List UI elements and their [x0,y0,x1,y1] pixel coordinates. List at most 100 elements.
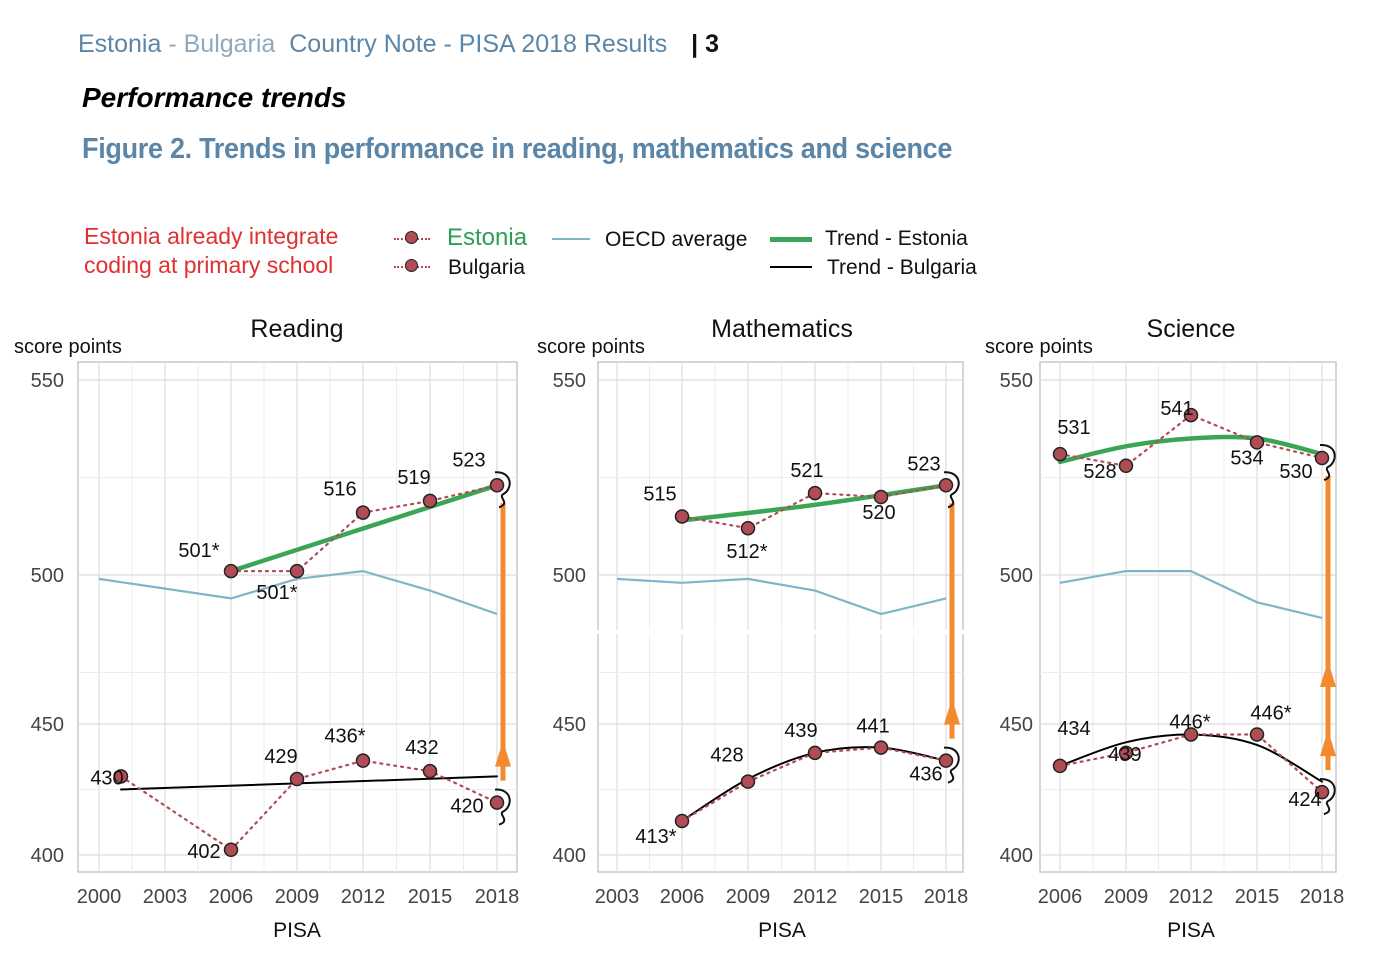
hook-marker [943,746,960,784]
estonia-point [1249,435,1265,450]
header-country-a: Estonia [78,30,162,58]
bulgaria-data-label: 446* [1169,711,1210,733]
x-tick-label: 2009 [726,886,771,908]
bulgaria-data-label: 424 [1288,789,1321,811]
estonia-data-label: 523 [907,453,940,475]
bulgaria-dotted-line [119,759,499,852]
y-axis-label: score points [14,336,122,358]
bulgaria-point [1118,745,1134,761]
bulgaria-point [740,774,756,789]
trend-estonia-line [1057,434,1325,465]
bulgaria-data-label: 434 [1057,718,1090,740]
estonia-point [355,505,371,520]
estonia-point [1314,450,1330,466]
bulgaria-data-label: 439 [784,720,817,742]
x-tick-label: 2015 [408,886,453,908]
estonia-point [740,520,756,536]
legend-estonia-marker [405,231,418,244]
hook-marker [1319,778,1336,816]
legend-trend-bulgaria-label: Trend - Bulgaria [827,256,977,279]
header-separator: - [161,30,184,58]
x-tick-label: 2012 [341,886,386,908]
estonia-point [873,489,889,505]
chart-title: Science [1147,315,1236,343]
y-tick-label: 450 [31,714,64,736]
x-tick-label: 2000 [77,886,122,908]
header-page-sep: | [691,30,699,58]
legend-bulgaria-label: Bulgaria [448,256,526,279]
y-tick-label: 550 [553,370,586,392]
bulgaria-data-label: 413* [635,826,676,848]
estonia-point [223,563,239,579]
bulgaria-point [1052,758,1068,774]
estonia-data-label: 501* [256,582,297,604]
x-tick-label: 2006 [1038,886,1083,908]
annotation-line-1: Estonia already integrate [84,223,339,249]
estonia-point [807,485,823,501]
x-tick-label: 2018 [924,886,969,908]
hook-marker [494,788,511,826]
gap-arrow-head-lower [944,698,960,725]
estonia-point [938,478,954,493]
estonia-data-label: 521 [790,460,823,482]
page-header: Estonia - Bulgaria Country Note - PISA 2… [78,30,719,59]
estonia-point [289,563,305,579]
oecd-average-line [616,577,947,616]
chart-title: Reading [250,315,343,343]
bulgaria-point [489,795,505,810]
y-tick-label: 550 [31,370,64,392]
bulgaria-point [807,745,823,761]
x-tick-label: 2009 [275,886,320,908]
x-axis-label: PISA [758,919,806,942]
y-tick-label: 500 [1000,565,1033,587]
bulgaria-point [873,740,889,755]
bulgaria-point [289,771,305,787]
estonia-data-label: 519 [397,467,430,489]
y-tick-label: 500 [553,565,586,587]
trend-estonia-line [228,483,500,574]
estonia-point [1183,407,1199,423]
bulgaria-point [1183,727,1199,742]
bulgaria-point [1314,784,1330,800]
estonia-point [1118,458,1134,474]
x-tick-label: 2015 [859,886,904,908]
gap-arrow-head-lower [1320,730,1336,757]
estonia-data-label: 512* [726,541,767,563]
bulgaria-point [1249,727,1265,742]
hook-marker [943,471,960,509]
axis-break [568,630,965,634]
estonia-data-label: 523 [452,449,485,471]
legend-trend-bulgaria-swatch [770,266,812,268]
y-tick-label: 450 [553,714,586,736]
estonia-point [489,478,505,493]
x-tick-label: 2006 [660,886,705,908]
legend-oecd-swatch [552,238,590,240]
section-title: Performance trends [82,82,347,113]
x-axis-label: PISA [1167,919,1215,942]
y-tick-label: 500 [31,565,64,587]
bulgaria-point [223,842,239,858]
x-tick-label: 2006 [209,886,254,908]
plot-frame [1039,361,1337,873]
y-axis-label: score points [985,336,1093,358]
estonia-point [422,493,438,509]
estonia-data-label: 528 [1083,461,1116,483]
y-tick-label: 400 [553,845,586,867]
legend-bulgaria-marker [405,259,418,272]
bulgaria-data-label: 420 [450,796,483,818]
estonia-data-label: 531 [1057,417,1090,439]
estonia-data-label: 516 [323,479,356,501]
x-tick-label: 2018 [475,886,520,908]
x-tick-label: 2018 [1300,886,1345,908]
oecd-average-line [1059,569,1323,619]
bulgaria-data-label: 436* [324,726,365,748]
bulgaria-data-label: 429 [264,746,297,768]
estonia-data-label: 520 [862,502,895,524]
x-axis-label: PISA [273,919,321,942]
gap-arrow-head-upper [1320,661,1336,687]
y-tick-label: 450 [1000,714,1033,736]
bulgaria-data-label: 428 [710,745,743,767]
x-tick-label: 2012 [1169,886,1214,908]
bulgaria-data-label: 432 [405,737,438,759]
bulgaria-data-label: 436 [909,764,942,786]
